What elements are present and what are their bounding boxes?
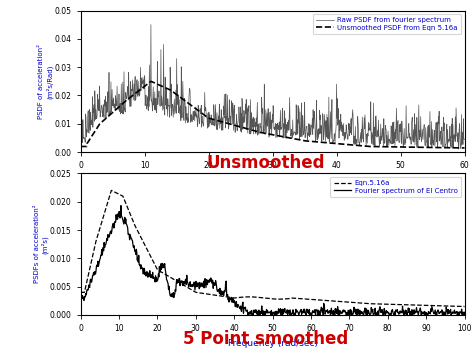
Fourier spectrum of El Centro	[245, 313, 251, 317]
Eqn.5.16a	[409, 303, 414, 307]
Unsmoothed PSDF from Eqn 5.16a	[342, 142, 347, 146]
Fourier spectrum of El Centro	[370, 307, 375, 312]
Fourier spectrum of El Centro	[323, 308, 329, 313]
X-axis label: Frequency (rad/sec): Frequency (rad/sec)	[228, 338, 318, 348]
Fourier spectrum of El Centro	[462, 313, 467, 317]
Line: Unsmoothed PSDF from Eqn 5.16a: Unsmoothed PSDF from Eqn 5.16a	[81, 81, 465, 148]
Raw PSDF from fourier spectrum	[377, 142, 383, 146]
Fourier spectrum of El Centro	[301, 307, 307, 311]
Text: 5 Point smoothed: 5 Point smoothed	[183, 330, 348, 349]
Fourier spectrum of El Centro	[409, 312, 415, 316]
Raw PSDF from fourier spectrum	[456, 147, 462, 151]
Legend: Eqn.5.16a, Fourier spectrum of El Centro: Eqn.5.16a, Fourier spectrum of El Centro	[330, 177, 461, 197]
Eqn.5.16a	[109, 188, 114, 193]
Fourier spectrum of El Centro	[101, 240, 107, 245]
Eqn.5.16a	[462, 304, 467, 309]
Text: Unsmoothed: Unsmoothed	[206, 154, 325, 172]
Eqn.5.16a	[323, 299, 328, 303]
Fourier spectrum of El Centro	[78, 300, 83, 304]
Raw PSDF from fourier spectrum	[462, 138, 467, 142]
Unsmoothed PSDF from Eqn 5.16a	[462, 146, 467, 150]
Line: Eqn.5.16a: Eqn.5.16a	[81, 190, 465, 307]
Fourier spectrum of El Centro	[118, 203, 124, 208]
Fourier spectrum of El Centro	[312, 308, 318, 312]
Unsmoothed PSDF from Eqn 5.16a	[233, 124, 239, 128]
Eqn.5.16a	[311, 298, 317, 302]
Unsmoothed PSDF from Eqn 5.16a	[384, 145, 390, 149]
Unsmoothed PSDF from Eqn 5.16a	[148, 79, 154, 83]
Raw PSDF from fourier spectrum	[148, 22, 154, 27]
Eqn.5.16a	[78, 290, 83, 294]
Y-axis label: PSDFs of acceleration²
(m²s): PSDFs of acceleration² (m²s)	[34, 205, 48, 284]
Line: Fourier spectrum of El Centro: Fourier spectrum of El Centro	[81, 205, 465, 315]
Unsmoothed PSDF from Eqn 5.16a	[78, 144, 83, 148]
Raw PSDF from fourier spectrum	[384, 145, 390, 149]
Y-axis label: PSDF of acceleration²
(m²s/Rad): PSDF of acceleration² (m²s/Rad)	[38, 44, 53, 119]
Raw PSDF from fourier spectrum	[233, 120, 239, 124]
Eqn.5.16a	[369, 302, 375, 306]
X-axis label: Frequency (rad/sec): Frequency (rad/sec)	[228, 176, 318, 185]
Raw PSDF from fourier spectrum	[117, 110, 123, 114]
Unsmoothed PSDF from Eqn 5.16a	[247, 127, 253, 132]
Raw PSDF from fourier spectrum	[247, 132, 253, 136]
Raw PSDF from fourier spectrum	[342, 136, 347, 140]
Unsmoothed PSDF from Eqn 5.16a	[377, 145, 383, 149]
Raw PSDF from fourier spectrum	[78, 136, 83, 140]
Legend: Raw PSDF from fourier spectrum, Unsmoothed PSDF from Eqn 5.16a: Raw PSDF from fourier spectrum, Unsmooth…	[313, 14, 461, 34]
Unsmoothed PSDF from Eqn 5.16a	[117, 104, 123, 108]
Eqn.5.16a	[101, 212, 107, 216]
Line: Raw PSDF from fourier spectrum: Raw PSDF from fourier spectrum	[81, 25, 465, 149]
Eqn.5.16a	[301, 297, 307, 301]
